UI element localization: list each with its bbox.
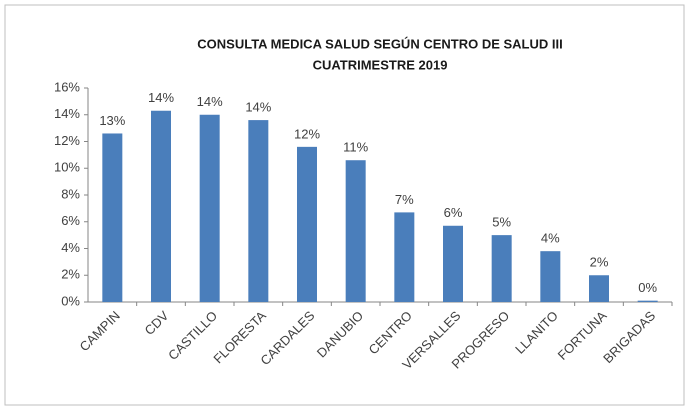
y-tick-label: 4% — [61, 240, 80, 255]
bar — [637, 300, 658, 302]
data-label: 14% — [148, 90, 174, 105]
data-label: 7% — [395, 192, 414, 207]
y-tick-label: 12% — [54, 133, 80, 148]
bar — [297, 146, 317, 302]
data-label: 5% — [492, 215, 511, 230]
bar — [394, 212, 415, 302]
bar — [589, 275, 609, 302]
y-tick-label: 0% — [61, 293, 80, 308]
data-label: 12% — [294, 126, 320, 141]
data-label: 0% — [638, 280, 657, 295]
y-tick-label: 8% — [61, 186, 80, 201]
data-label: 4% — [541, 231, 560, 246]
data-label: 11% — [343, 140, 368, 155]
y-tick-label: 14% — [54, 106, 80, 121]
data-label: 13% — [99, 113, 125, 128]
chart-title: CONSULTA MEDICA SALUD SEGÚN CENTRO DE SA… — [197, 36, 562, 51]
bar — [102, 133, 123, 302]
chart-title: CUATRIMESTRE 2019 — [313, 57, 448, 72]
y-tick-label: 10% — [54, 160, 80, 175]
data-label: 14% — [197, 94, 223, 109]
y-tick-label: 2% — [61, 267, 80, 282]
bar — [491, 235, 512, 302]
bar — [345, 160, 366, 302]
bar — [151, 110, 171, 302]
bar — [443, 225, 463, 302]
data-label: 6% — [444, 205, 463, 220]
bar — [248, 120, 269, 302]
data-label: 14% — [245, 100, 271, 115]
y-tick-label: 6% — [61, 213, 80, 228]
data-label: 2% — [590, 255, 609, 270]
bar — [540, 251, 561, 302]
bar — [199, 114, 220, 302]
y-tick-label: 16% — [54, 79, 80, 94]
